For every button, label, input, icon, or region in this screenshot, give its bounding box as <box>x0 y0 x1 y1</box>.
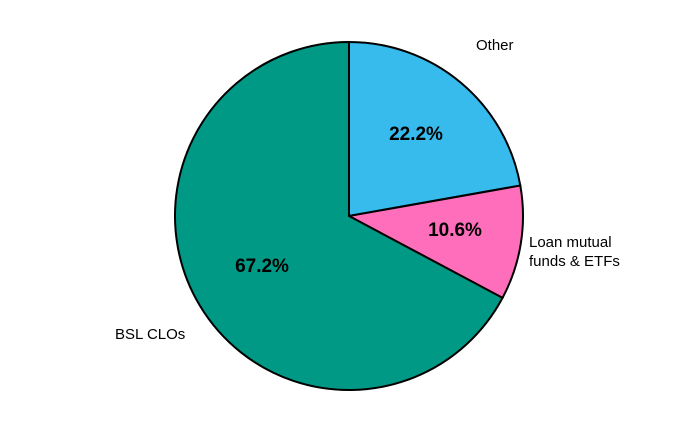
pie-value-label-bsl-clos: 67.2% <box>235 256 289 277</box>
pie-category-label-line: Loan mutual <box>529 234 612 251</box>
pie-value-label-loan-mutual-funds-and-etfs: 10.6% <box>428 220 482 241</box>
pie-slice-other <box>348 40 522 218</box>
pie-labels: 22.2% Other 10.6% Loan mutual funds & ETFs 67… <box>115 37 620 343</box>
pie-value-label-other: 22.2% <box>389 124 443 145</box>
pie-slices <box>174 40 524 391</box>
pie-category-label-bsl-clos: BSL CLOs <box>115 326 185 343</box>
pie-category-label-line: funds & ETFs <box>529 253 620 270</box>
pie-category-label-other: Other <box>476 37 514 54</box>
pie-slice-loan-mutual-funds-and-etfs <box>345 184 524 300</box>
pie-slice-bsl-clos <box>174 40 504 391</box>
pie-category-label-loan-mutual-funds-and-etfs: Loan mutual funds & ETFs <box>529 234 620 270</box>
